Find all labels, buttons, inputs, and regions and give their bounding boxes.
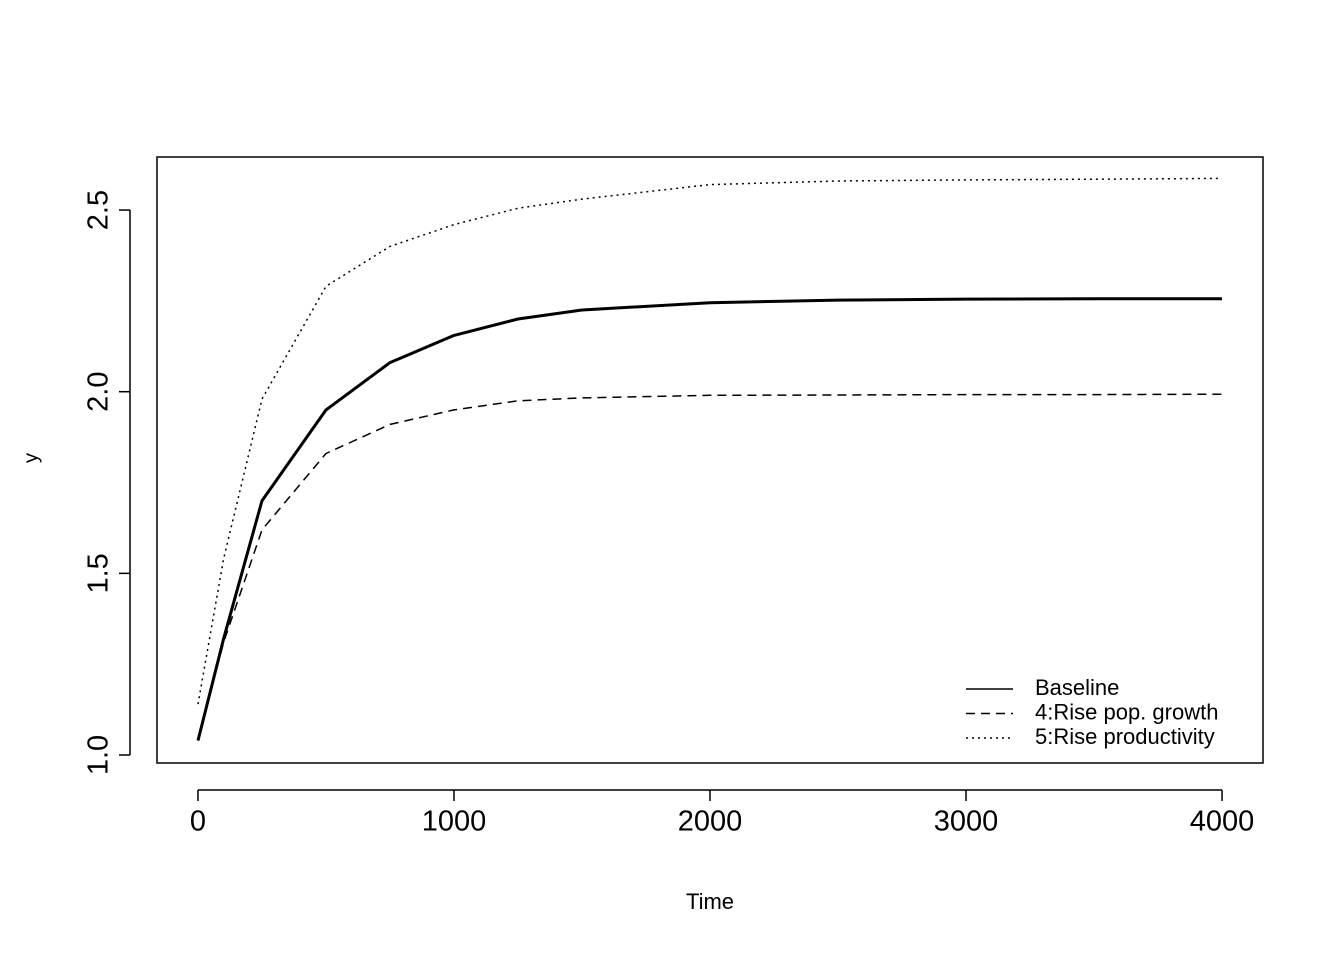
x-tick-label: 2000 xyxy=(678,806,743,838)
y-tick-label: 2.5 xyxy=(83,190,115,230)
legend-label: 4:Rise pop. growth xyxy=(1035,699,1218,724)
y-tick-label: 1.5 xyxy=(83,553,115,593)
y-axis-label: y xyxy=(20,453,42,463)
x-tick-label: 1000 xyxy=(422,806,487,838)
legend-label: 5:Rise productivity xyxy=(1035,724,1215,749)
x-tick-label: 4000 xyxy=(1190,806,1255,838)
legend-label: Baseline xyxy=(1035,675,1119,700)
series-line xyxy=(196,297,1222,741)
y-tick-label: 2.0 xyxy=(83,372,115,412)
x-tick-label: 3000 xyxy=(934,806,999,838)
x-tick-label: 0 xyxy=(190,806,206,838)
x-axis-label: Time xyxy=(686,889,734,914)
y-tick-label: 1.0 xyxy=(83,735,115,775)
plot-frame xyxy=(156,156,1264,764)
series-line xyxy=(197,393,1223,741)
